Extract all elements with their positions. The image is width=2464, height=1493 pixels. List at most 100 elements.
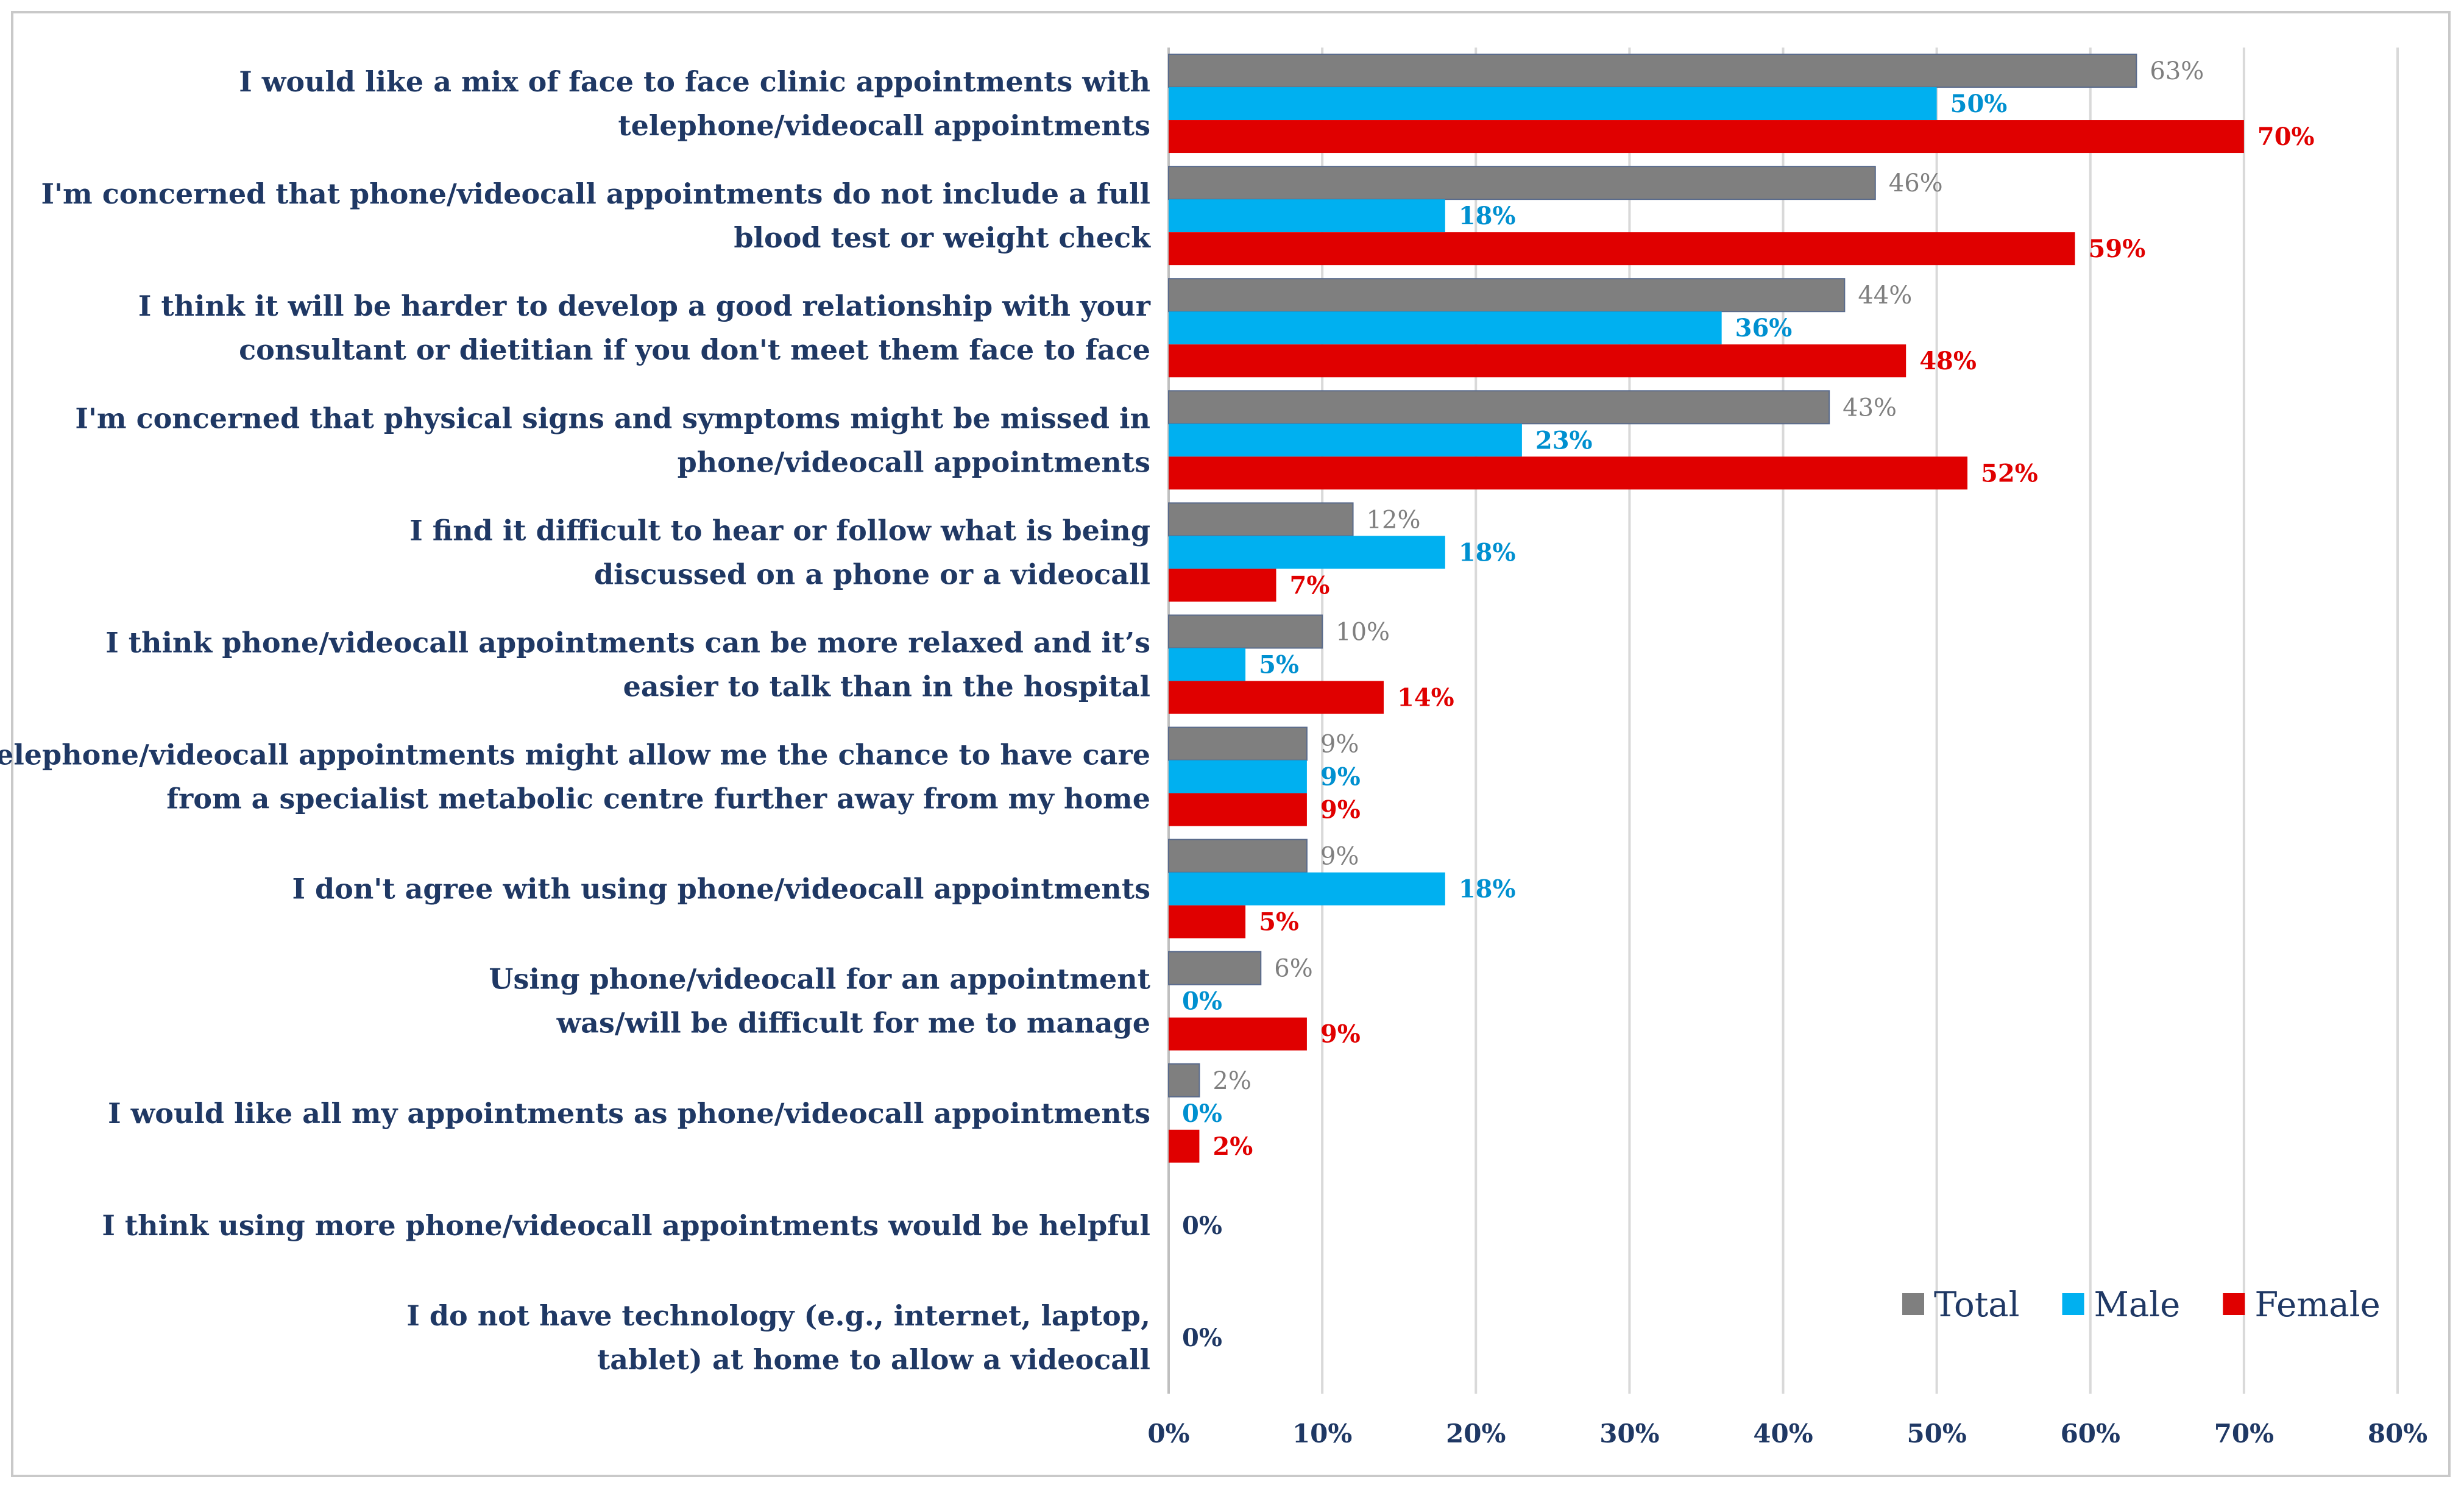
bar-female: [1169, 681, 1384, 714]
category-label: I would like a mix of face to face clini…: [239, 65, 1150, 98]
bar-total: [1168, 839, 1308, 873]
category-label: from a specialist metabolic centre furth…: [166, 782, 1150, 815]
category-label: discussed on a phone or a videocall: [594, 558, 1150, 590]
x-tick-label: 0%: [1147, 1419, 1189, 1449]
data-label-male: 18%: [1459, 875, 1516, 904]
category-label: blood test or weight check: [734, 221, 1151, 254]
legend-label-total: Total: [1934, 1285, 2020, 1325]
category-label: I think phone/videocall appointments can…: [105, 626, 1150, 659]
data-label-total: 6%: [1274, 955, 1312, 983]
category-label: I think using more phone/videocall appoi…: [102, 1209, 1150, 1242]
bar-total: [1168, 726, 1308, 761]
data-label-female: 70%: [2257, 122, 2315, 151]
bar-total: [1168, 390, 1830, 425]
category-label: I do not have technology (e.g., internet…: [406, 1299, 1150, 1332]
data-label-total: 12%: [1367, 506, 1421, 534]
data-label-female: 59%: [2089, 235, 2146, 263]
grid-layer: [1167, 48, 2399, 1394]
category-label: I find it difficult to hear or follow wh…: [409, 514, 1150, 547]
category-label: was/will be difficult for me to manage: [556, 1007, 1150, 1040]
data-label-female: 14%: [1397, 683, 1454, 712]
x-axis-tick-labels: 0% 10% 20% 30% 40% 50% 60% 70% 80%: [1147, 1419, 2427, 1449]
data-label-total: 9%: [1320, 731, 1359, 759]
category-label: easier to talk than in the hospital: [623, 670, 1150, 703]
bar-female: [1169, 1129, 1200, 1163]
category-label: I don't agree with using phone/videocall…: [292, 873, 1150, 906]
legend: Total Male Female: [1902, 1285, 2381, 1325]
bar-male: [1169, 872, 1445, 906]
bar-female: [1169, 569, 1276, 602]
bar-female: [1169, 120, 2244, 154]
bar-total: [1168, 951, 1262, 985]
data-label-male: 36%: [1735, 314, 1793, 342]
category-label: Using phone/videocall for an appointment: [489, 963, 1150, 996]
data-label-total: 43%: [1843, 394, 1897, 422]
legend-label-male: Male: [2094, 1285, 2181, 1325]
category-label: I'm concerned that physical signs and sy…: [75, 402, 1150, 434]
data-label-male: 18%: [1459, 538, 1516, 567]
bar-female: [1169, 905, 1246, 938]
data-label-female: 52%: [1981, 459, 2038, 488]
data-label-zero: 0%: [1182, 1324, 1222, 1352]
x-tick-label: 40%: [1753, 1419, 1813, 1449]
bar-male: [1169, 536, 1445, 569]
bar-total: [1168, 614, 1323, 649]
bar-total: [1168, 1063, 1200, 1098]
data-label-total: 46%: [1889, 169, 1943, 197]
bar-male: [1169, 311, 1722, 345]
data-label-total: 10%: [1336, 618, 1390, 646]
bar-layer: [1168, 54, 2244, 1163]
data-label-male: 0%: [1182, 987, 1222, 1016]
data-label-male: 9%: [1320, 763, 1361, 792]
data-label-female: 48%: [1919, 347, 1977, 375]
category-labels: I would like a mix of face to face clini…: [0, 65, 1151, 1376]
bar-male: [1169, 648, 1246, 681]
bar-total: [1168, 166, 1876, 200]
legend-swatch-male: [2062, 1293, 2084, 1315]
data-label-total: 9%: [1320, 843, 1359, 871]
x-tick-label: 30%: [1599, 1419, 1659, 1449]
bar-female: [1169, 793, 1307, 826]
x-tick-label: 10%: [1292, 1419, 1352, 1449]
data-label-total: 63%: [2150, 57, 2204, 85]
bar-female: [1169, 456, 1968, 490]
data-label-total: 44%: [1858, 282, 1912, 310]
category-label: tablet) at home to allow a videocall: [597, 1343, 1150, 1376]
bar-female: [1169, 232, 2075, 266]
data-label-zero: 0%: [1182, 1211, 1222, 1240]
category-label: I think it will be harder to develop a g…: [138, 289, 1151, 322]
data-label-female: 7%: [1289, 571, 1329, 600]
bar-female: [1169, 344, 1906, 378]
legend-swatch-female: [2223, 1293, 2245, 1315]
category-label: I would like all my appointments as phon…: [108, 1097, 1150, 1130]
data-label-male: 18%: [1459, 202, 1516, 230]
bar-female: [1169, 1017, 1307, 1051]
x-tick-label: 80%: [2368, 1419, 2427, 1449]
category-label: consultant or dietitian if you don't mee…: [239, 333, 1150, 366]
bar-total: [1168, 278, 1846, 313]
bar-male: [1169, 199, 1445, 233]
data-label-male: 5%: [1259, 650, 1299, 679]
bar-male: [1169, 424, 1522, 457]
data-label-total: 2%: [1213, 1067, 1251, 1095]
x-tick-label: 20%: [1446, 1419, 1506, 1449]
x-tick-label: 60%: [2061, 1419, 2120, 1449]
category-label: I'm concerned that phone/videocall appoi…: [41, 177, 1150, 210]
data-label-male: 0%: [1182, 1099, 1222, 1128]
category-label: telephone/videocall appointments: [618, 109, 1150, 142]
legend-swatch-total: [1902, 1293, 1924, 1315]
legend-label-female: Female: [2254, 1285, 2380, 1325]
data-label-female: 5%: [1259, 908, 1299, 937]
data-label-female: 2%: [1213, 1132, 1253, 1161]
x-tick-label: 70%: [2214, 1419, 2274, 1449]
data-label-male: 23%: [1535, 426, 1593, 455]
bar-total: [1168, 502, 1354, 537]
data-label-female: 9%: [1320, 1020, 1361, 1049]
label-layer: 63% 50% 70% 46% 18% 59% 44% 36% 48% 43% 23% 52% 12% 1…: [1182, 57, 2315, 1352]
x-tick-label: 50%: [1906, 1419, 1966, 1449]
bar-total: [1168, 54, 2137, 88]
category-label: Telephone/videocall appointments might a…: [0, 739, 1150, 771]
data-label-male: 50%: [1950, 90, 2008, 118]
data-label-female: 9%: [1320, 796, 1361, 825]
